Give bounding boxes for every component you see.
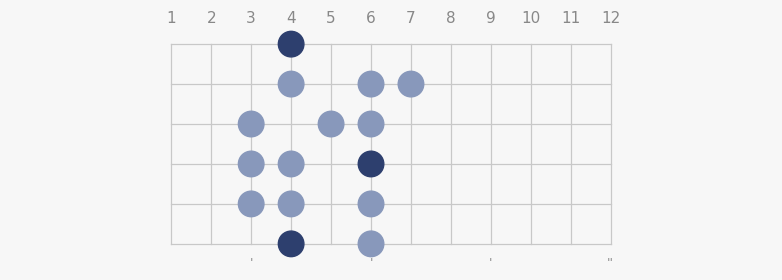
Circle shape [239,111,264,137]
Text: 7: 7 [406,11,416,26]
Text: ': ' [249,257,253,270]
Circle shape [358,71,384,97]
Text: 5: 5 [326,11,336,26]
Text: ': ' [489,257,493,270]
Text: ': ' [369,257,373,270]
Text: '': '' [608,257,614,270]
Text: 8: 8 [446,11,456,26]
Circle shape [278,71,304,97]
Text: 4: 4 [286,11,296,26]
Circle shape [278,151,304,177]
Text: 9: 9 [486,11,496,26]
Text: 11: 11 [561,11,580,26]
Circle shape [278,191,304,217]
Circle shape [239,151,264,177]
Circle shape [358,111,384,137]
Text: 1: 1 [167,11,176,26]
Circle shape [358,191,384,217]
Circle shape [398,71,424,97]
Circle shape [358,151,384,177]
Text: 10: 10 [522,11,540,26]
Circle shape [278,231,304,257]
Circle shape [318,111,344,137]
Circle shape [239,191,264,217]
Circle shape [358,231,384,257]
Circle shape [278,31,304,57]
Text: 3: 3 [246,11,256,26]
Text: 2: 2 [206,11,216,26]
Text: 12: 12 [601,11,620,26]
Text: 6: 6 [366,11,376,26]
